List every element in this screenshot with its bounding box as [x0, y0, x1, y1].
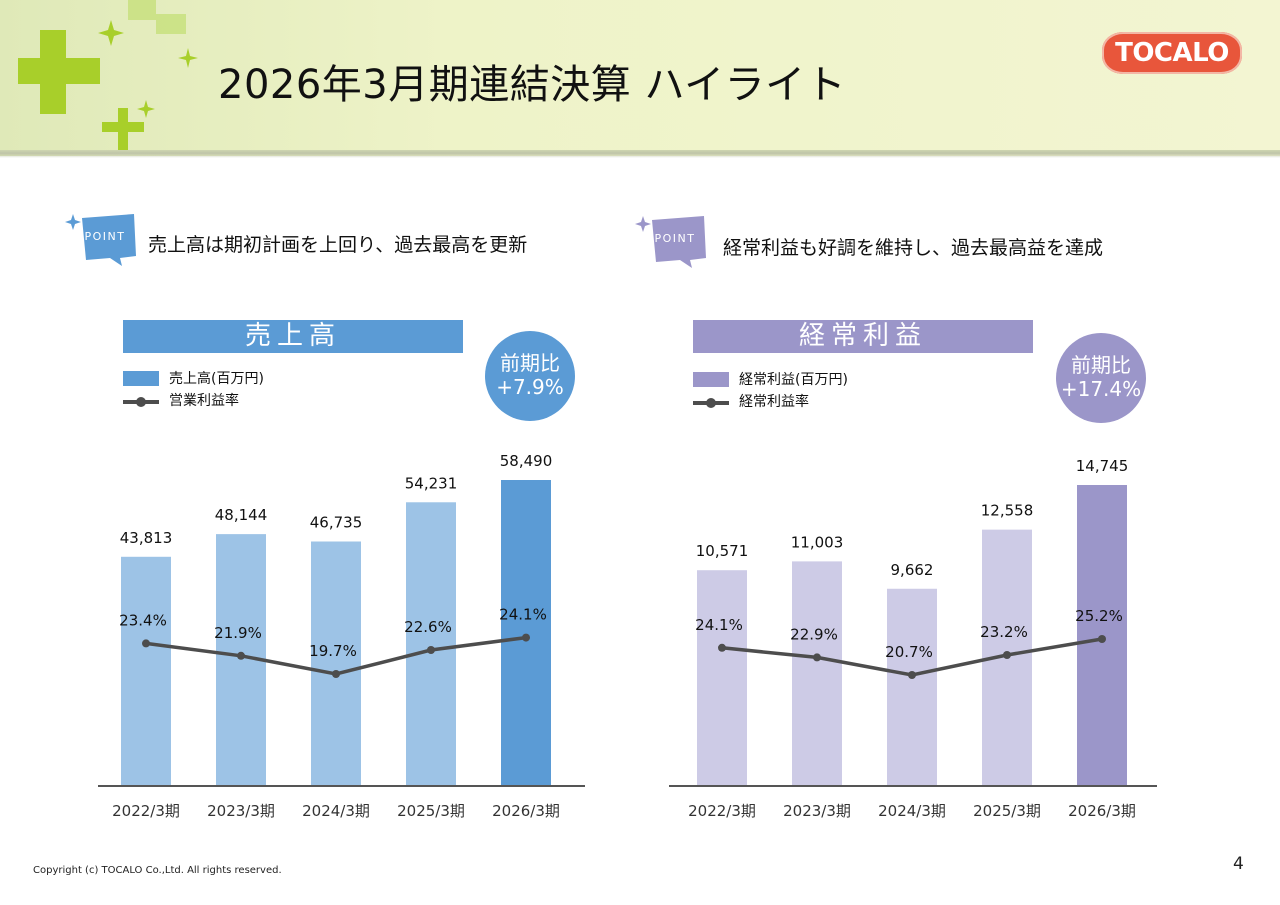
bar-value-label: 48,144 — [215, 506, 268, 524]
x-tick-label: 2026/3期 — [492, 802, 560, 820]
line-point — [813, 653, 821, 662]
x-tick-label: 2023/3期 — [783, 802, 851, 820]
page-number: 4 — [1233, 854, 1244, 874]
growth-circle-profit: 前期比 +17.4% — [1056, 333, 1146, 423]
page-title: 2026年3月期連結決算 ハイライト — [218, 62, 847, 108]
growth-circle-sales: 前期比 +7.9% — [485, 331, 575, 421]
bar-value-label: 43,813 — [120, 529, 173, 547]
point-text-profit: 経常利益も好調を維持し、過去最高益を達成 — [723, 237, 1104, 259]
x-tick-label: 2026/3期 — [1068, 802, 1136, 820]
line-value-label: 20.7% — [885, 643, 933, 661]
bar — [697, 570, 747, 786]
line-value-label: 21.9% — [214, 624, 262, 642]
line-value-label: 23.2% — [980, 623, 1028, 641]
x-tick-label: 2024/3期 — [878, 802, 946, 820]
bar — [887, 588, 937, 786]
line-point — [237, 651, 245, 660]
line-point — [718, 643, 726, 652]
growth-value: +17.4% — [1060, 377, 1142, 401]
bar-value-label: 11,003 — [791, 533, 844, 551]
bar — [216, 534, 266, 786]
bar-value-label: 10,571 — [696, 542, 749, 560]
line-point — [427, 646, 435, 655]
bar-value-label: 58,490 — [500, 452, 553, 470]
line-value-label: 24.1% — [499, 606, 547, 624]
bar — [406, 502, 456, 786]
bar — [501, 480, 551, 786]
bar — [792, 561, 842, 786]
margin-line — [721, 637, 1103, 677]
line-value-label: 19.7% — [309, 642, 357, 660]
legend-label: 営業利益率 — [169, 393, 239, 409]
point-badge-icon: POINT — [635, 216, 706, 268]
chart-banner-sales: 売上高 — [123, 320, 463, 353]
x-tick-label: 2024/3期 — [302, 802, 370, 820]
line-point — [1098, 635, 1106, 643]
growth-label: 前期比 — [1071, 353, 1131, 377]
line-point — [908, 671, 916, 679]
x-tick-label: 2022/3期 — [112, 802, 180, 820]
line-value-label: 24.1% — [695, 616, 743, 634]
legend-label: 経常利益(百万円) — [739, 372, 848, 388]
margin-line — [145, 635, 527, 676]
legend-label: 経常利益率 — [739, 394, 809, 410]
bar — [1077, 485, 1127, 786]
point-text-sales: 売上高は期初計画を上回り、過去最高を更新 — [148, 234, 528, 256]
line-point — [142, 639, 150, 648]
bar — [982, 529, 1032, 786]
legend-dot — [706, 398, 716, 408]
growth-label: 前期比 — [500, 351, 560, 375]
line-point — [1003, 651, 1011, 659]
bar-value-label: 14,745 — [1076, 457, 1129, 475]
x-tick-label: 2022/3期 — [688, 802, 756, 820]
line-point — [332, 670, 340, 678]
line-point — [522, 633, 530, 642]
point-badge-label: POINT — [655, 232, 696, 245]
bar-value-label: 9,662 — [891, 561, 934, 579]
copyright-text: Copyright (c) TOCALO Co.,Ltd. All rights… — [33, 865, 282, 876]
legend-label: 売上高(百万円) — [169, 371, 264, 387]
growth-value: +7.9% — [496, 375, 564, 399]
legend-dot — [136, 397, 146, 407]
bar — [311, 541, 361, 786]
tocalo-logo: TOCALO — [1102, 32, 1242, 74]
sparkle-decoration-icon — [18, 0, 198, 150]
point-badge-label: POINT — [85, 230, 126, 243]
bar-value-label: 54,231 — [405, 474, 458, 492]
line-value-label: 23.4% — [119, 611, 167, 629]
x-tick-label: 2023/3期 — [207, 802, 275, 820]
legend-swatch — [693, 372, 729, 387]
point-badge-icon: POINT — [65, 214, 136, 266]
bar — [121, 556, 171, 786]
legend-swatch — [123, 371, 159, 386]
chart-banner-profit: 経常利益 — [693, 320, 1033, 353]
bar-value-label: 46,735 — [310, 513, 363, 531]
bar-value-label: 12,558 — [981, 502, 1034, 520]
x-tick-label: 2025/3期 — [973, 802, 1041, 820]
header-band — [0, 0, 1280, 156]
line-value-label: 25.2% — [1075, 607, 1123, 625]
x-tick-label: 2025/3期 — [397, 802, 465, 820]
line-value-label: 22.6% — [404, 618, 452, 636]
line-value-label: 22.9% — [790, 625, 838, 643]
header-shadow — [0, 150, 1280, 158]
